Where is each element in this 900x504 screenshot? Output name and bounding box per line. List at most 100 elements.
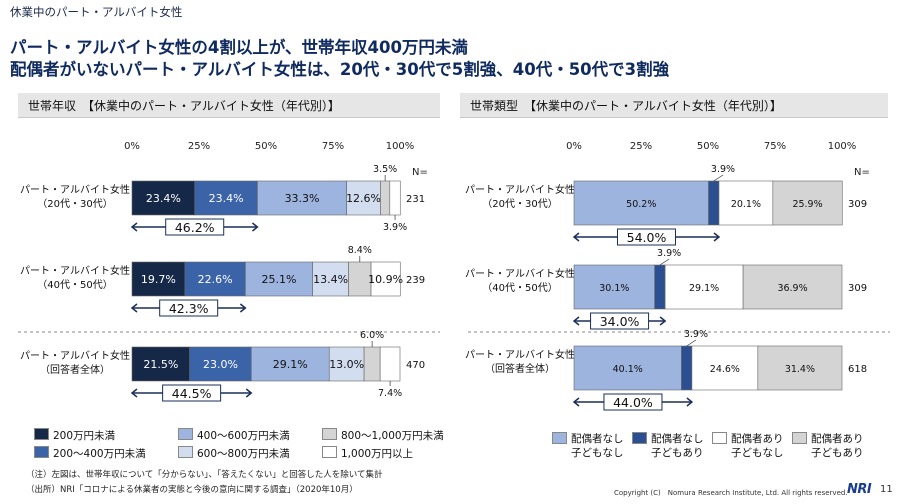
category-label: パート・アルバイト女性 xyxy=(465,267,575,280)
bar-value-label: 19.7% xyxy=(141,273,176,286)
legend-swatch xyxy=(322,428,337,440)
legend-label: 配偶者なし 子どもなし xyxy=(571,433,624,459)
bracket-box xyxy=(162,384,222,402)
legend-label: 1,000万円以上 xyxy=(341,448,414,460)
bar-value-label: 13.4% xyxy=(313,273,348,286)
bar-segment xyxy=(370,261,401,297)
bar-value-label: 3.5% xyxy=(373,164,397,175)
bar-segment xyxy=(654,264,666,310)
legend-item: 800～1,000万円未満 xyxy=(322,428,444,443)
copyright: Copyright (C) Nomura Research Institute,… xyxy=(614,489,848,497)
n-value: 470 xyxy=(406,360,425,371)
bar-value-label: 25.9% xyxy=(792,199,822,210)
bracket-value: 46.2% xyxy=(175,220,215,235)
category-sublabel: （40代・50代） xyxy=(482,282,557,294)
bar-value-label: 3.9% xyxy=(657,248,681,259)
bar-value-label: 33.3% xyxy=(285,192,320,205)
x-tick-label: 25% xyxy=(630,141,652,152)
bar-value-label: 6.0% xyxy=(360,330,384,341)
bracket-arrow-right xyxy=(713,232,721,242)
bar-segment xyxy=(681,345,693,391)
x-tick-label: 50% xyxy=(255,141,277,152)
n-value: 309 xyxy=(848,283,867,294)
bracket-box xyxy=(159,299,219,317)
bracket-arrow-left xyxy=(572,316,580,326)
left-chart-title: 世帯年収 【休業中のパート・アルバイト女性（年代別）】 xyxy=(28,99,340,113)
section-label: 休業中のパート・アルバイト女性 xyxy=(10,5,183,19)
category-sublabel: （40代・50代） xyxy=(37,279,112,291)
category-label: パート・アルバイト女性 xyxy=(465,348,575,361)
bar-value-label: 22.6% xyxy=(198,273,233,286)
bar-segment xyxy=(380,180,391,216)
x-tick-label: 50% xyxy=(697,141,719,152)
bracket-arrow-left xyxy=(130,222,138,232)
income-chart: 0% 25% 50% 75% 100% N= パート・アルバイト女性 （20代・30代） 23.… xyxy=(18,141,440,402)
x-tick-label: 25% xyxy=(188,141,210,152)
right-panel-header: 世帯類型 【休業中のパート・アルバイト女性（年代別）】 xyxy=(460,93,888,118)
headline-2: 配偶者がいないパート・アルバイト女性は、20代・30代で5割強、40代・50代で… xyxy=(10,60,670,79)
legend-label: 配偶者あり 子どもあり xyxy=(811,433,864,459)
bar-segment xyxy=(573,345,682,391)
category-label: パート・アルバイト女性 xyxy=(20,349,130,362)
bracket-value: 44.5% xyxy=(172,386,212,401)
category-sublabel: （20代・30代） xyxy=(482,198,557,210)
n-value: 618 xyxy=(848,364,867,375)
bar-value-label: 3.9% xyxy=(383,222,407,233)
legend-label: 600～800万円未満 xyxy=(197,448,290,460)
bar-value-label: 50.2% xyxy=(626,199,656,210)
legend-item: 配偶者あり 子どもあり xyxy=(792,432,864,460)
legend-label: 400～600万円未満 xyxy=(197,430,290,442)
legend-swatch xyxy=(34,446,49,458)
page-number: 11 xyxy=(880,484,893,495)
legend-swatch xyxy=(178,446,193,458)
legend-swatch xyxy=(632,432,647,444)
bracket-arrow-left xyxy=(130,303,138,313)
category-label: パート・アルバイト女性 xyxy=(20,183,130,196)
bar-value-label: 23.4% xyxy=(209,192,244,205)
n-value: 239 xyxy=(406,275,425,286)
bar-segment xyxy=(389,180,401,216)
bracket-value: 34.0% xyxy=(600,314,640,329)
right-chart-title: 世帯類型 【休業中のパート・アルバイト女性（年代別）】 xyxy=(470,99,782,113)
bar-value-label: 24.6% xyxy=(710,364,740,375)
category-label: パート・アルバイト女性 xyxy=(465,183,575,196)
note-source: （出所）NRI「コロナによる休業者の実態と今後の意向に関する調査」（2020年1… xyxy=(26,485,358,495)
bracket-arrow-right xyxy=(251,222,259,232)
bracket-arrow-right xyxy=(686,397,694,407)
bar-value-label: 3.9% xyxy=(684,329,708,340)
bar-value-label: 21.5% xyxy=(143,358,178,371)
bar-segment xyxy=(312,261,349,297)
bar-segment xyxy=(189,346,252,382)
bar-segment xyxy=(573,264,655,310)
bar-value-label: 31.4% xyxy=(785,364,815,375)
x-tick-label: 75% xyxy=(764,141,786,152)
bracket-box xyxy=(590,312,650,330)
legend-item: 配偶者なし 子どもあり xyxy=(632,432,704,460)
bar-segment xyxy=(757,345,843,391)
bar-segment xyxy=(718,180,774,226)
legend-swatch xyxy=(552,432,567,444)
bracket-arrow-right xyxy=(239,303,247,313)
legend-label: 800～1,000万円未満 xyxy=(341,430,444,442)
bar-value-label: 8.4% xyxy=(348,245,372,256)
bar-value-label: 20.1% xyxy=(731,199,761,210)
bracket-arrow-left xyxy=(572,232,580,242)
bar-value-label: 7.4% xyxy=(378,388,402,399)
bracket-value: 42.3% xyxy=(169,301,209,316)
household-chart: 0% 25% 50% 75% 100% N= パート・アルバイト女性 （20代・30代） 50.… xyxy=(465,141,890,411)
legend-item: 配偶者なし 子どもなし xyxy=(552,432,624,460)
bar-value-label: 23.0% xyxy=(203,358,238,371)
bracket-arrow-left xyxy=(130,388,138,398)
bar-segment xyxy=(573,180,709,226)
bar-segment xyxy=(250,346,330,382)
legend-label: 200万円未満 xyxy=(53,430,116,442)
bar-segment xyxy=(194,180,258,216)
x-tick-label: 100% xyxy=(828,141,857,152)
callout-line xyxy=(713,174,724,182)
x-tick-label: 75% xyxy=(322,141,344,152)
nri-logo: NRI xyxy=(847,482,872,497)
bar-value-label: 25.1% xyxy=(262,273,297,286)
bar-segment xyxy=(691,345,759,391)
legend-item: 200万円未満 xyxy=(34,428,115,443)
bar-value-label: 3.9% xyxy=(711,164,735,175)
